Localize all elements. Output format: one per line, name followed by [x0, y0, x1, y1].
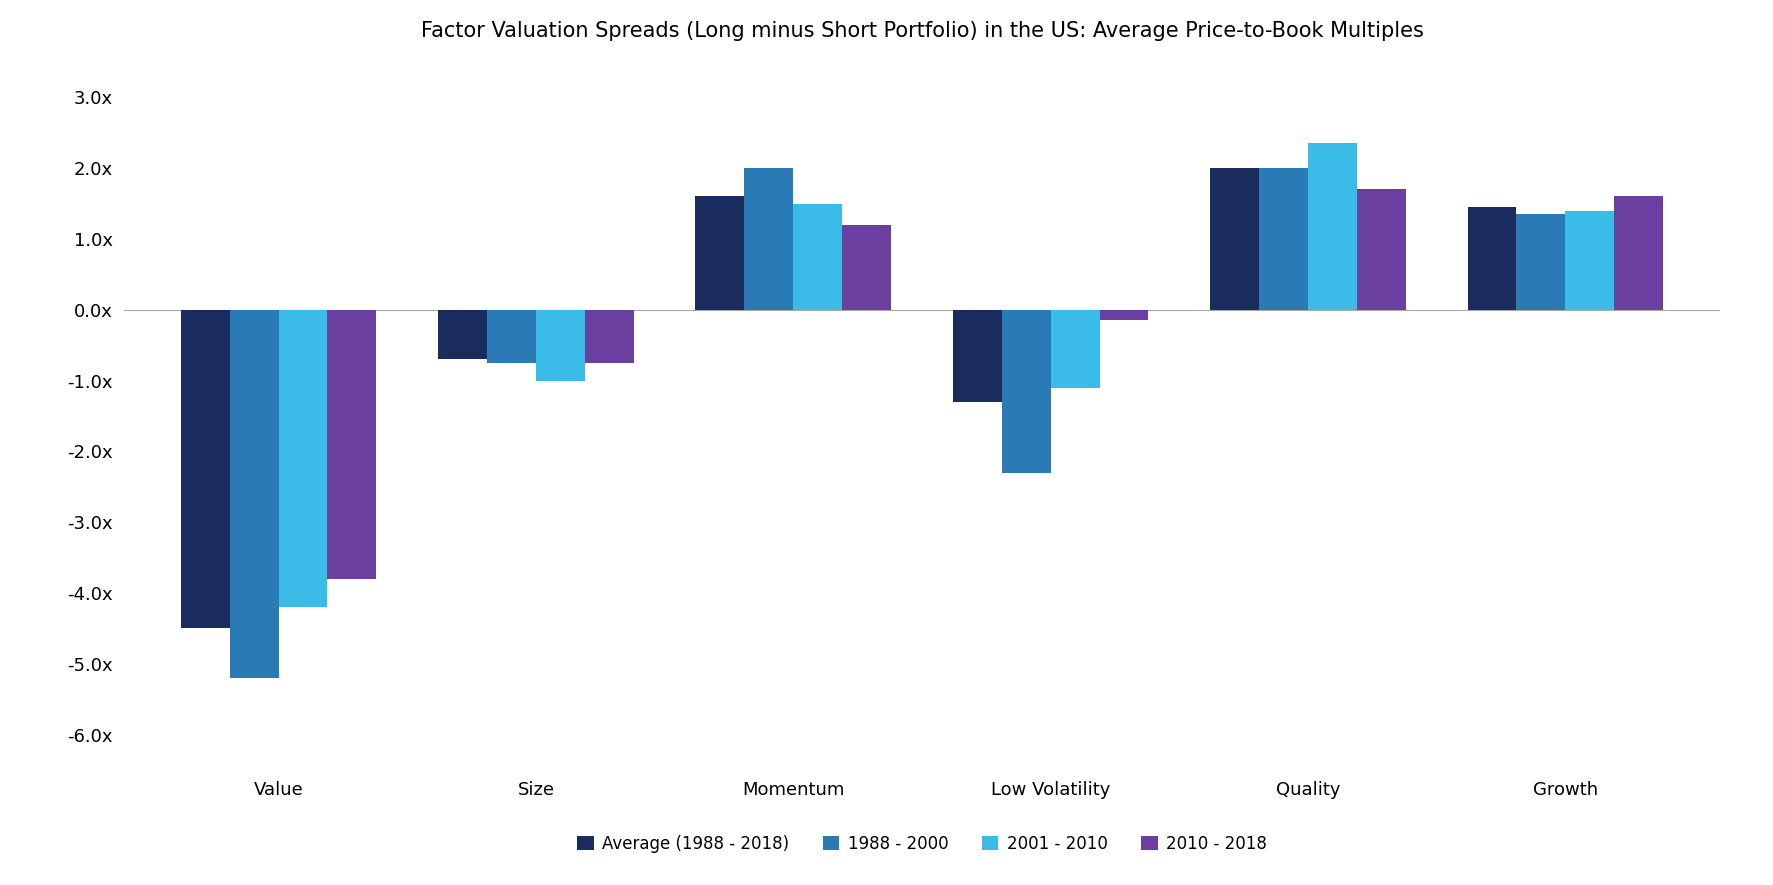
- Bar: [328, 310, 376, 579]
- Bar: [695, 196, 745, 310]
- Bar: [1566, 211, 1613, 310]
- Bar: [181, 310, 230, 628]
- Bar: [488, 310, 535, 363]
- Bar: [1211, 168, 1259, 310]
- Bar: [745, 168, 793, 310]
- Bar: [1516, 214, 1566, 310]
- Bar: [1308, 143, 1356, 310]
- Bar: [1613, 196, 1663, 310]
- Title: Factor Valuation Spreads (Long minus Short Portfolio) in the US: Average Price-t: Factor Valuation Spreads (Long minus Sho…: [420, 21, 1424, 41]
- Bar: [585, 310, 633, 363]
- Bar: [230, 310, 278, 678]
- Bar: [793, 204, 842, 310]
- Bar: [1356, 189, 1406, 310]
- Bar: [842, 225, 892, 310]
- Bar: [438, 310, 488, 359]
- Legend: Average (1988 - 2018), 1988 - 2000, 2001 - 2010, 2010 - 2018: Average (1988 - 2018), 1988 - 2000, 2001…: [571, 827, 1273, 859]
- Bar: [1051, 310, 1099, 388]
- Bar: [1002, 310, 1051, 473]
- Bar: [278, 310, 328, 607]
- Bar: [1259, 168, 1308, 310]
- Bar: [1468, 207, 1516, 310]
- Bar: [1099, 310, 1149, 320]
- Bar: [535, 310, 585, 381]
- Bar: [952, 310, 1002, 402]
